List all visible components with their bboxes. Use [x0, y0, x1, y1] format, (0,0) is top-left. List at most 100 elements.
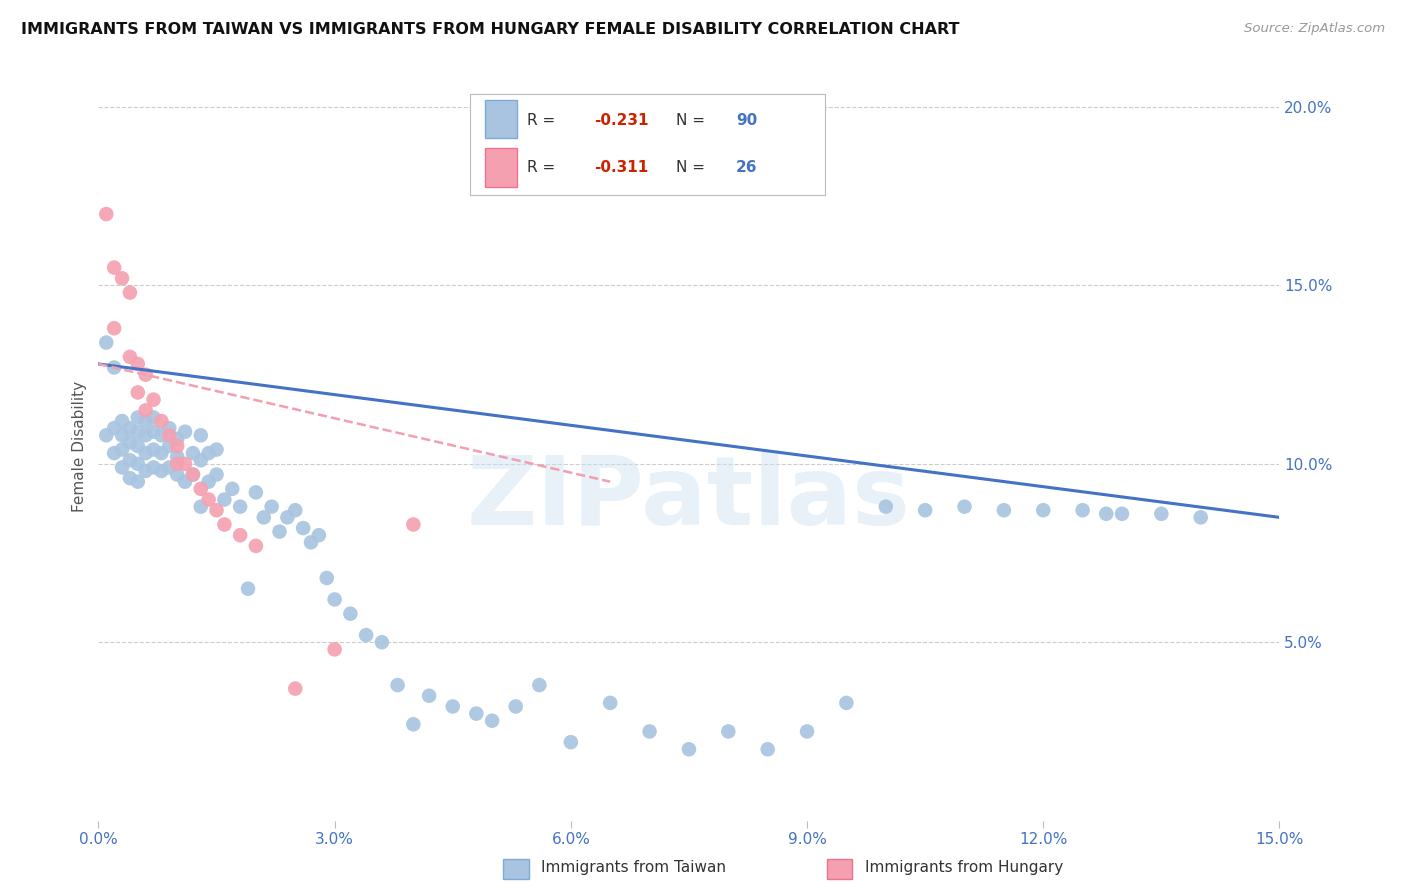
Point: [214, 492, 236, 507]
Point: [135, 414, 157, 428]
Point: [157, 428, 180, 442]
Point: [96, 335, 118, 350]
Point: [96, 428, 118, 442]
Point: [111, 428, 134, 442]
Point: [221, 482, 243, 496]
Point: [214, 517, 236, 532]
Point: [1095, 507, 1118, 521]
Point: [284, 503, 307, 517]
Point: [118, 453, 141, 467]
Point: [205, 503, 228, 517]
Point: [560, 735, 582, 749]
Point: [127, 357, 149, 371]
Point: [529, 678, 551, 692]
Point: [127, 410, 149, 425]
Point: [323, 642, 346, 657]
Point: [118, 471, 141, 485]
Point: [111, 271, 134, 285]
Point: [678, 742, 700, 756]
Point: [190, 453, 212, 467]
Point: [174, 475, 197, 489]
Point: [717, 724, 740, 739]
Point: [142, 425, 165, 439]
Point: [229, 528, 252, 542]
Point: [953, 500, 976, 514]
Point: [236, 582, 259, 596]
Point: [638, 724, 661, 739]
Point: [127, 439, 149, 453]
Point: [142, 442, 165, 457]
Point: [339, 607, 361, 621]
Point: [402, 517, 425, 532]
Point: [1111, 507, 1133, 521]
Point: [118, 285, 141, 300]
Point: [181, 467, 204, 482]
Point: [418, 689, 440, 703]
Text: IMMIGRANTS FROM TAIWAN VS IMMIGRANTS FROM HUNGARY FEMALE DISABILITY CORRELATION : IMMIGRANTS FROM TAIWAN VS IMMIGRANTS FRO…: [21, 22, 959, 37]
Point: [111, 442, 134, 457]
Point: [150, 464, 173, 478]
Point: [103, 321, 125, 335]
Point: [190, 482, 212, 496]
Point: [166, 457, 188, 471]
Point: [205, 442, 228, 457]
Point: [127, 457, 149, 471]
Point: [354, 628, 377, 642]
Text: Immigrants from Taiwan: Immigrants from Taiwan: [541, 860, 727, 874]
Point: [229, 500, 252, 514]
Point: [135, 368, 157, 382]
Point: [135, 446, 157, 460]
Point: [402, 717, 425, 731]
Point: [197, 446, 219, 460]
Point: [181, 446, 204, 460]
Point: [166, 432, 188, 446]
Point: [103, 421, 125, 435]
Point: [142, 410, 165, 425]
Point: [174, 425, 197, 439]
Point: [150, 414, 173, 428]
Point: [599, 696, 621, 710]
Point: [142, 392, 165, 407]
Point: [111, 414, 134, 428]
Point: [135, 403, 157, 417]
Point: [142, 460, 165, 475]
Point: [875, 500, 897, 514]
Point: [1150, 507, 1173, 521]
Point: [993, 503, 1015, 517]
Point: [756, 742, 779, 756]
Y-axis label: Female Disability: Female Disability: [72, 380, 87, 512]
Point: [315, 571, 337, 585]
Point: [118, 435, 141, 450]
Point: [157, 439, 180, 453]
Point: [103, 360, 125, 375]
Point: [299, 535, 322, 549]
Point: [157, 421, 180, 435]
Point: [371, 635, 394, 649]
Point: [197, 492, 219, 507]
Point: [118, 350, 141, 364]
Point: [269, 524, 291, 539]
Point: [166, 450, 188, 464]
Point: [111, 460, 134, 475]
Point: [103, 260, 125, 275]
Point: [150, 428, 173, 442]
Point: [253, 510, 276, 524]
Point: [284, 681, 307, 696]
Point: [292, 521, 315, 535]
Point: [245, 539, 267, 553]
Point: [323, 592, 346, 607]
Point: [260, 500, 283, 514]
Point: [308, 528, 330, 542]
Point: [150, 446, 173, 460]
Point: [135, 464, 157, 478]
Point: [127, 385, 149, 400]
Point: [127, 475, 149, 489]
Point: [276, 510, 298, 524]
Point: [205, 467, 228, 482]
Point: [181, 467, 204, 482]
Point: [481, 714, 503, 728]
Point: [465, 706, 488, 721]
Point: [157, 460, 180, 475]
Point: [103, 446, 125, 460]
Point: [118, 421, 141, 435]
